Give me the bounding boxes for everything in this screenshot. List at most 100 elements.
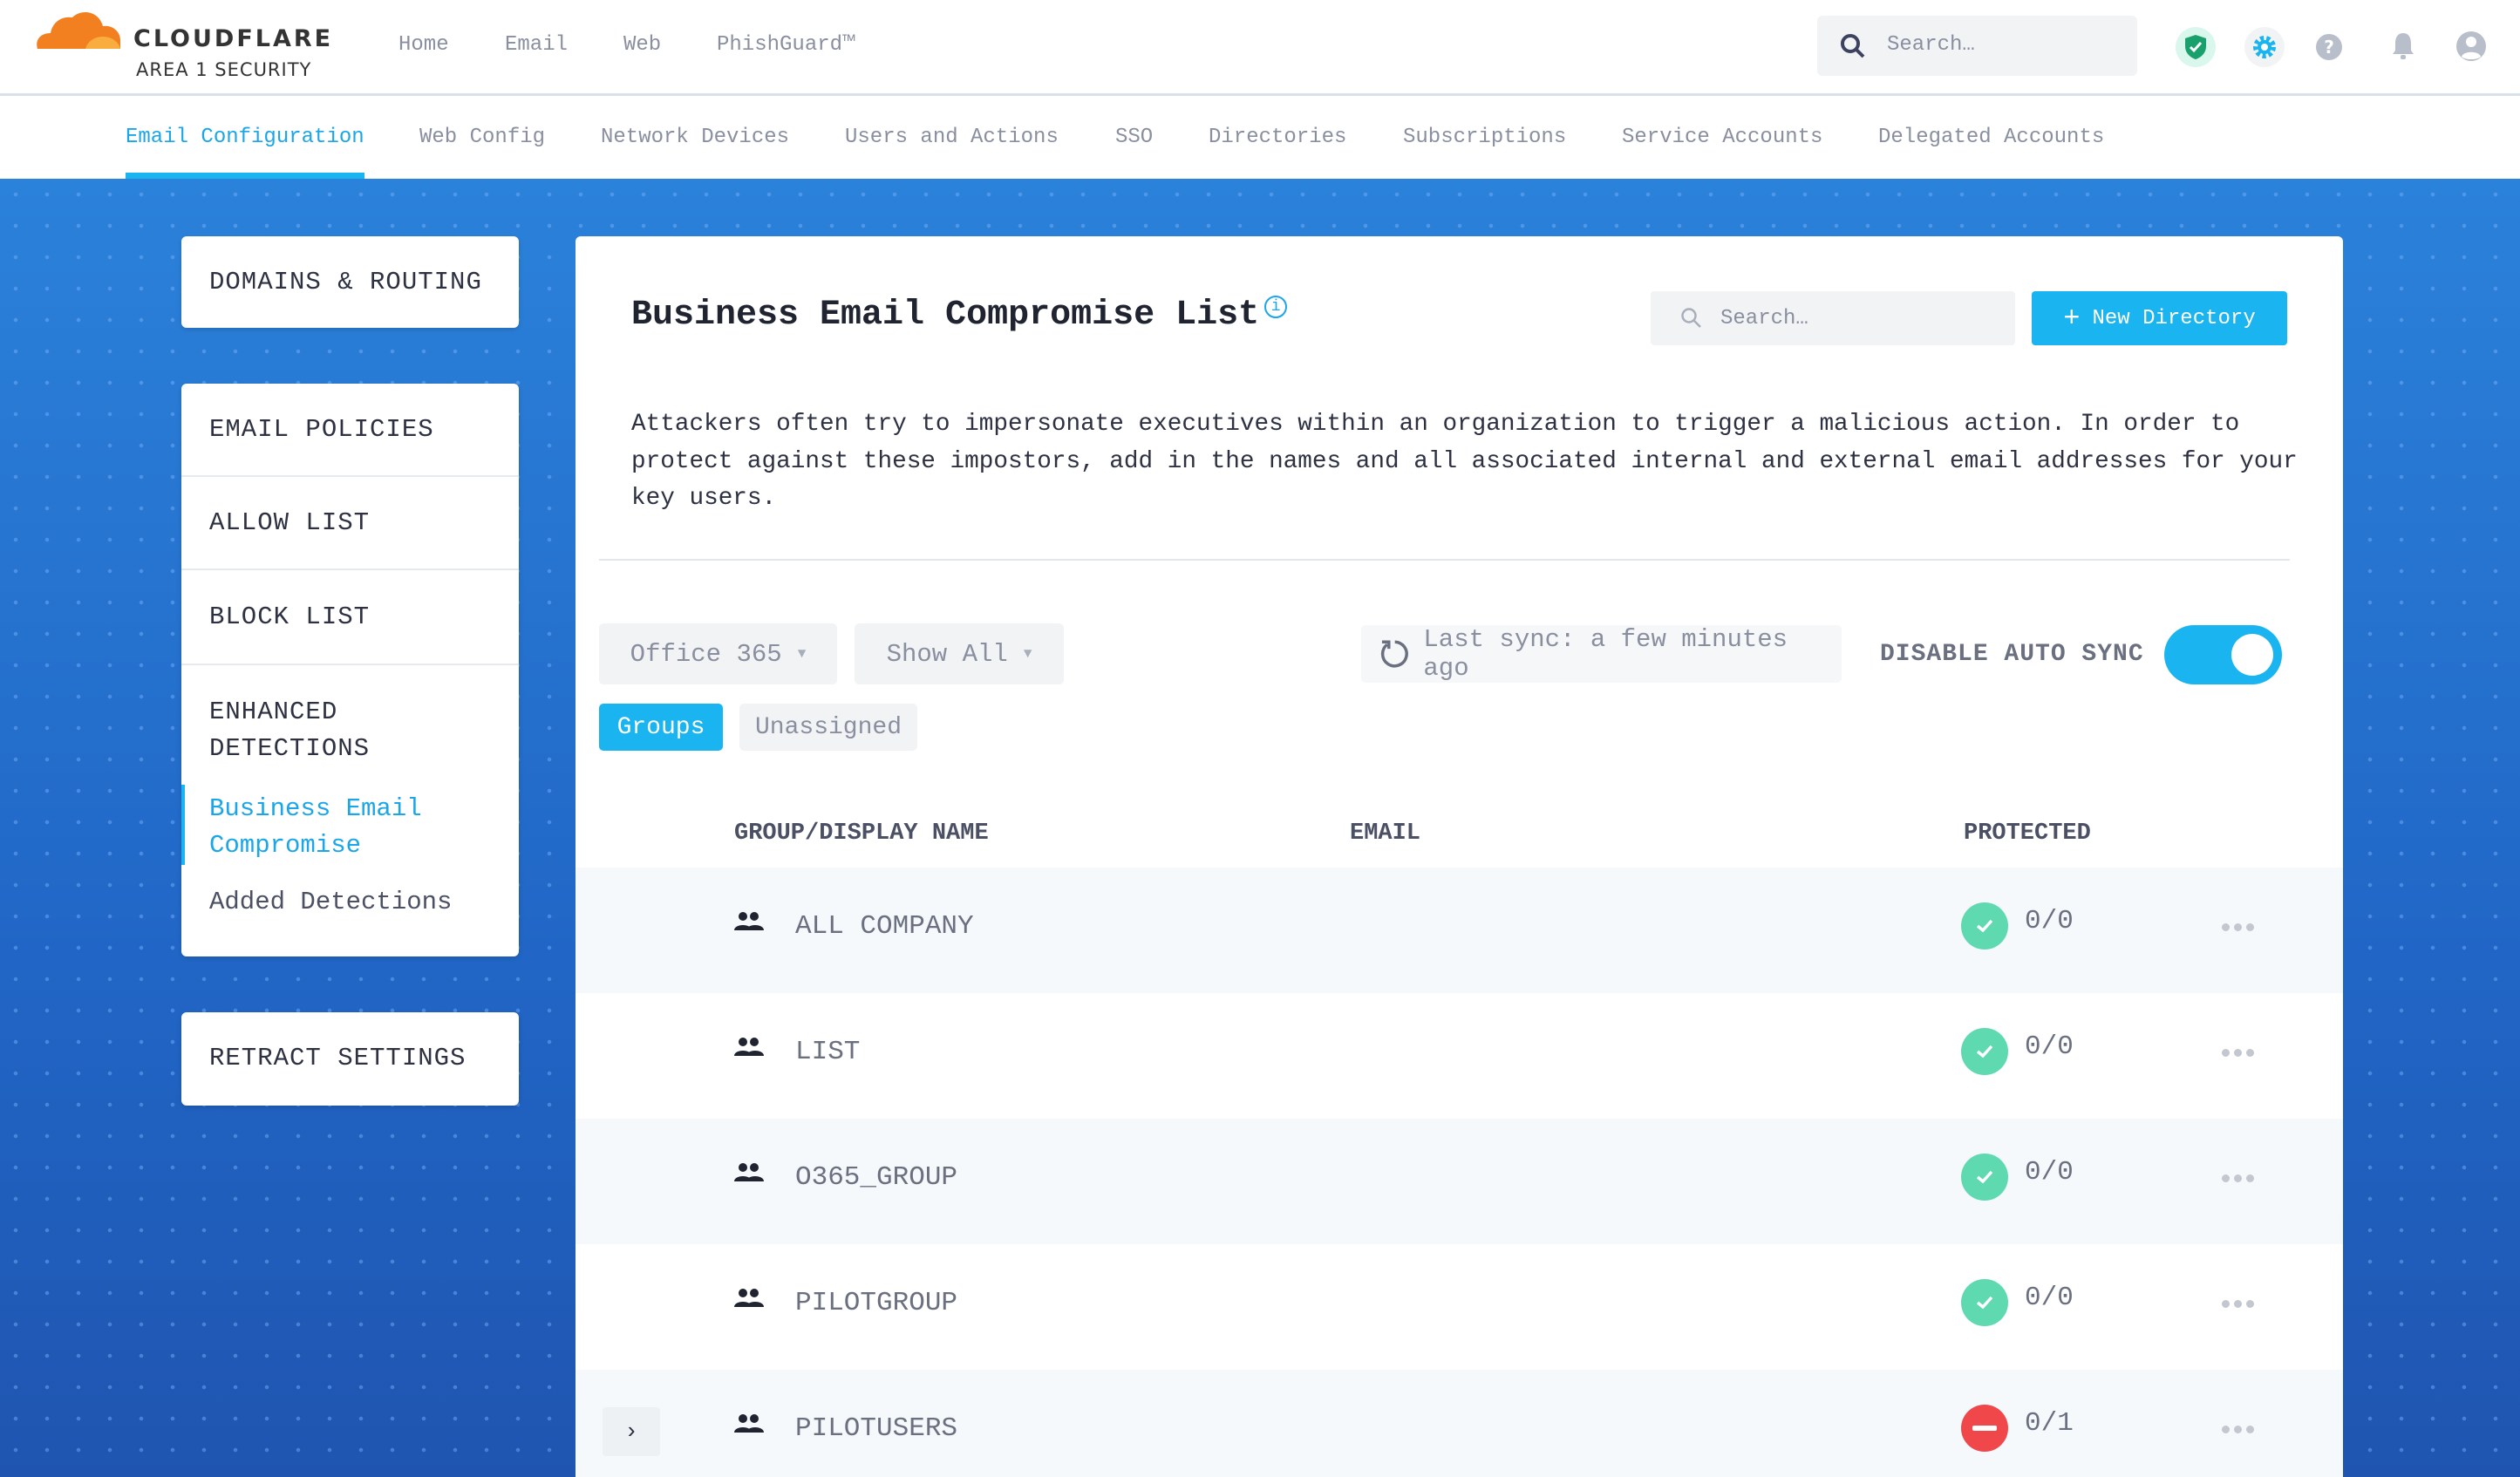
more-options-icon[interactable] bbox=[2222, 923, 2254, 931]
description: Attackers often try to impersonate execu… bbox=[631, 411, 2298, 512]
protected-count: 0/0 bbox=[2025, 1283, 2074, 1313]
sidebar-label: ALLOW LIST bbox=[209, 508, 371, 537]
more-options-icon[interactable] bbox=[2222, 1426, 2254, 1433]
nav-web[interactable]: Web bbox=[623, 33, 662, 57]
column-header-name[interactable]: GROUP/DISPLAY NAME bbox=[734, 820, 989, 847]
more-options-icon[interactable] bbox=[2222, 1049, 2254, 1057]
sub-navigation: Email Configuration Web Config Network D… bbox=[0, 96, 2520, 179]
user-icon[interactable] bbox=[2455, 30, 2487, 67]
group-icon bbox=[734, 911, 764, 938]
tab-users-and-actions[interactable]: Users and Actions bbox=[845, 126, 1059, 149]
cloud-logo-icon bbox=[37, 12, 120, 49]
table-row[interactable]: PILOTGROUP 0/0 bbox=[576, 1244, 2343, 1370]
group-icon bbox=[734, 1162, 764, 1189]
sidebar-item-added-detections[interactable]: Added Detections bbox=[209, 888, 453, 916]
search-icon bbox=[1841, 34, 1865, 58]
tab-sso[interactable]: SSO bbox=[1115, 126, 1154, 149]
more-options-icon[interactable] bbox=[2222, 1300, 2254, 1308]
minus-circle-icon bbox=[1961, 1405, 2008, 1452]
table-row[interactable]: LIST 0/0 bbox=[576, 993, 2343, 1119]
bec-list-panel: Business Email Compromise List i Search… … bbox=[576, 236, 2343, 1477]
help-icon[interactable]: ? bbox=[2316, 34, 2342, 60]
protected-count: 0/1 bbox=[2025, 1408, 2074, 1439]
sidebar-item-block-list[interactable]: BLOCK LIST bbox=[181, 570, 519, 665]
tab-network-devices[interactable]: Network Devices bbox=[601, 126, 790, 149]
group-name: LIST bbox=[795, 1037, 861, 1067]
brand-name: CLOUDFLARE bbox=[133, 25, 334, 52]
sidebar-item-allow-list[interactable]: ALLOW LIST bbox=[181, 477, 519, 570]
group-name: PILOTGROUP bbox=[795, 1288, 958, 1318]
sidebar-policies-card: EMAIL POLICIES ALLOW LIST BLOCK LIST ENH… bbox=[181, 384, 519, 956]
tab-delegated-accounts[interactable]: Delegated Accounts bbox=[1878, 126, 2105, 149]
search-placeholder: Search… bbox=[1887, 33, 1975, 57]
group-name: PILOTUSERS bbox=[795, 1413, 958, 1444]
filter-select-value: Show All bbox=[886, 639, 1008, 669]
shield-check-icon[interactable] bbox=[2176, 27, 2216, 67]
caret-down-icon: ▼ bbox=[1023, 646, 1032, 662]
page-title: Business Email Compromise List i bbox=[631, 296, 1288, 335]
group-icon bbox=[734, 1288, 764, 1315]
sync-button[interactable]: Last sync: a few minutes ago bbox=[1361, 625, 1842, 683]
tab-email-configuration[interactable]: Email Configuration bbox=[126, 126, 364, 149]
search-placeholder: Search… bbox=[1720, 307, 1808, 330]
table-row[interactable]: › PILOTUSERS 0/1 bbox=[576, 1370, 2343, 1477]
list-search-input[interactable]: Search… bbox=[1651, 291, 2015, 345]
more-options-icon[interactable] bbox=[2222, 1174, 2254, 1182]
check-circle-icon bbox=[1961, 902, 2008, 950]
caret-down-icon: ▼ bbox=[797, 646, 807, 662]
tab-subscriptions[interactable]: Subscriptions bbox=[1403, 126, 1567, 149]
gear-icon[interactable] bbox=[2244, 27, 2285, 67]
sidebar-label: BLOCK LIST bbox=[209, 602, 371, 631]
filter-select[interactable]: Show All ▼ bbox=[855, 623, 1064, 684]
sidebar-item-retract-settings[interactable]: RETRACT SETTINGS bbox=[181, 1012, 519, 1106]
sidebar-item-domains-routing[interactable]: DOMAINS & ROUTING bbox=[181, 236, 519, 328]
plus-icon: + bbox=[2063, 302, 2081, 335]
auto-sync-label: DISABLE AUTO SYNC bbox=[1880, 641, 2144, 668]
sidebar-item-email-policies[interactable]: EMAIL POLICIES bbox=[181, 384, 519, 477]
brand-sub: AREA 1 SECURITY bbox=[136, 59, 312, 80]
nav-phishguard[interactable]: PhishGuard™ bbox=[717, 33, 855, 57]
global-search-input[interactable]: Search… bbox=[1817, 16, 2137, 76]
tab-groups[interactable]: Groups bbox=[599, 704, 723, 751]
group-icon bbox=[734, 1413, 764, 1440]
new-directory-label: New Directory bbox=[2092, 306, 2256, 330]
sidebar-label: EMAIL POLICIES bbox=[209, 415, 434, 444]
search-icon bbox=[1681, 308, 1701, 328]
new-directory-button[interactable]: + New Directory bbox=[2032, 291, 2287, 345]
refresh-icon bbox=[1380, 640, 1408, 668]
nav-email[interactable]: Email bbox=[505, 33, 569, 57]
column-header-email[interactable]: EMAIL bbox=[1350, 820, 1421, 847]
divider bbox=[599, 559, 2290, 561]
group-icon bbox=[734, 1037, 764, 1064]
info-icon[interactable]: i bbox=[1264, 296, 1288, 318]
check-circle-icon bbox=[1961, 1154, 2008, 1201]
tab-service-accounts[interactable]: Service Accounts bbox=[1622, 126, 1823, 149]
bell-icon[interactable] bbox=[2391, 31, 2415, 65]
sidebar-item-enhanced-detections[interactable]: ENHANCED DETECTIONS bbox=[209, 698, 371, 763]
protected-count: 0/0 bbox=[2025, 1031, 2074, 1062]
table-row[interactable]: O365_GROUP 0/0 bbox=[576, 1119, 2343, 1244]
group-name: ALL COMPANY bbox=[795, 911, 974, 942]
protected-count: 0/0 bbox=[2025, 1157, 2074, 1188]
cloudflare-logo[interactable]: CLOUDFLARE AREA 1 SECURITY bbox=[33, 7, 338, 85]
protected-count: 0/0 bbox=[2025, 906, 2074, 936]
tab-web-config[interactable]: Web Config bbox=[419, 126, 546, 149]
table-row[interactable]: ALL COMPANY 0/0 bbox=[576, 868, 2343, 993]
tab-directories[interactable]: Directories bbox=[1209, 126, 1347, 149]
source-select-value: Office 365 bbox=[630, 639, 782, 669]
top-bar: CLOUDFLARE AREA 1 SECURITY Home Email We… bbox=[0, 0, 2520, 96]
column-header-protected[interactable]: PROTECTED bbox=[1964, 820, 2091, 847]
sidebar-label: DOMAINS & ROUTING bbox=[209, 268, 482, 296]
auto-sync-toggle[interactable] bbox=[2164, 625, 2282, 684]
last-sync-text: Last sync: a few minutes ago bbox=[1423, 625, 1788, 683]
active-indicator bbox=[181, 785, 185, 865]
page-title-text: Business Email Compromise List bbox=[631, 296, 1260, 335]
expand-row-button[interactable]: › bbox=[603, 1407, 660, 1456]
group-name: O365_GROUP bbox=[795, 1162, 958, 1193]
sidebar-item-business-email-compromise[interactable]: Business Email Compromise bbox=[209, 794, 422, 860]
nav-home[interactable]: Home bbox=[398, 33, 449, 57]
tab-unassigned[interactable]: Unassigned bbox=[739, 704, 917, 751]
source-select[interactable]: Office 365 ▼ bbox=[599, 623, 837, 684]
sidebar-label: RETRACT SETTINGS bbox=[209, 1044, 467, 1072]
check-circle-icon bbox=[1961, 1028, 2008, 1075]
